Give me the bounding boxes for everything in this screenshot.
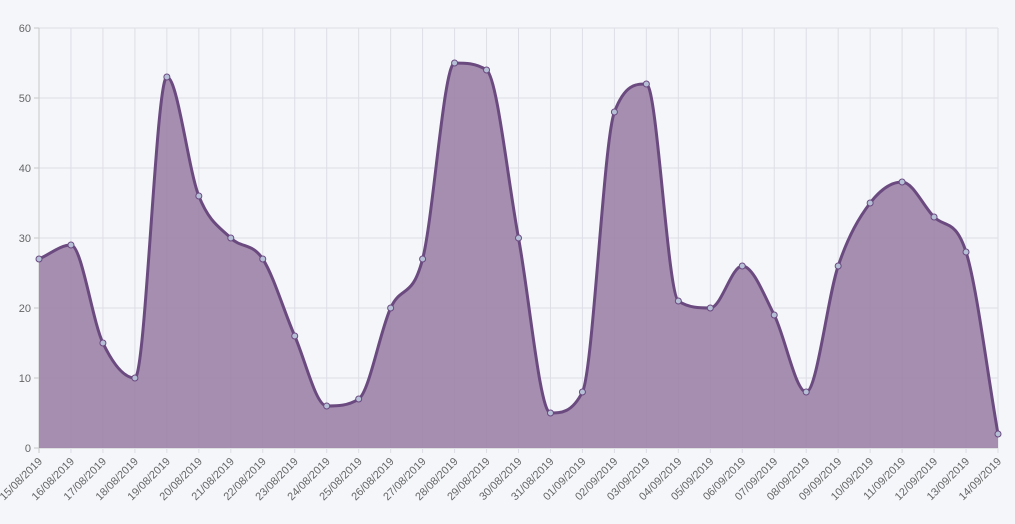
data-point[interactable] <box>419 255 427 263</box>
data-point[interactable] <box>131 374 139 382</box>
y-tick-label: 50 <box>19 93 31 105</box>
x-axis: 15/08/201916/08/201917/08/201918/08/2019… <box>0 456 1004 503</box>
data-point[interactable] <box>738 262 746 270</box>
data-point[interactable] <box>898 178 906 186</box>
y-tick-label: 30 <box>19 233 31 245</box>
data-point[interactable] <box>802 388 810 396</box>
data-point[interactable] <box>163 73 171 81</box>
y-tick-label: 0 <box>25 443 31 455</box>
data-point[interactable] <box>706 304 714 312</box>
data-point[interactable] <box>259 255 267 263</box>
data-point[interactable] <box>642 80 650 88</box>
data-point[interactable] <box>355 395 363 403</box>
y-tick-label: 40 <box>19 163 31 175</box>
data-point[interactable] <box>451 59 459 67</box>
data-point[interactable] <box>994 430 1002 438</box>
y-tick-label: 60 <box>19 23 31 35</box>
data-point[interactable] <box>483 66 491 74</box>
data-point[interactable] <box>35 255 43 263</box>
data-point[interactable] <box>930 213 938 221</box>
data-point[interactable] <box>578 388 586 396</box>
data-point[interactable] <box>610 108 618 116</box>
data-point[interactable] <box>195 192 203 200</box>
data-point[interactable] <box>67 241 75 249</box>
data-point[interactable] <box>962 248 970 256</box>
data-point[interactable] <box>866 199 874 207</box>
data-point[interactable] <box>834 262 842 270</box>
area-fill <box>39 63 998 448</box>
data-point[interactable] <box>387 304 395 312</box>
data-point[interactable] <box>291 332 299 340</box>
y-tick-label: 10 <box>19 373 31 385</box>
data-point[interactable] <box>227 234 235 242</box>
data-point[interactable] <box>546 409 554 417</box>
data-points <box>35 59 1002 438</box>
data-point[interactable] <box>674 297 682 305</box>
data-point[interactable] <box>99 339 107 347</box>
y-axis: 0 10 20 30 40 50 60 <box>19 23 39 455</box>
data-point[interactable] <box>323 402 331 410</box>
y-tick-label: 20 <box>19 303 31 315</box>
data-point[interactable] <box>515 234 522 242</box>
data-point[interactable] <box>770 311 778 319</box>
